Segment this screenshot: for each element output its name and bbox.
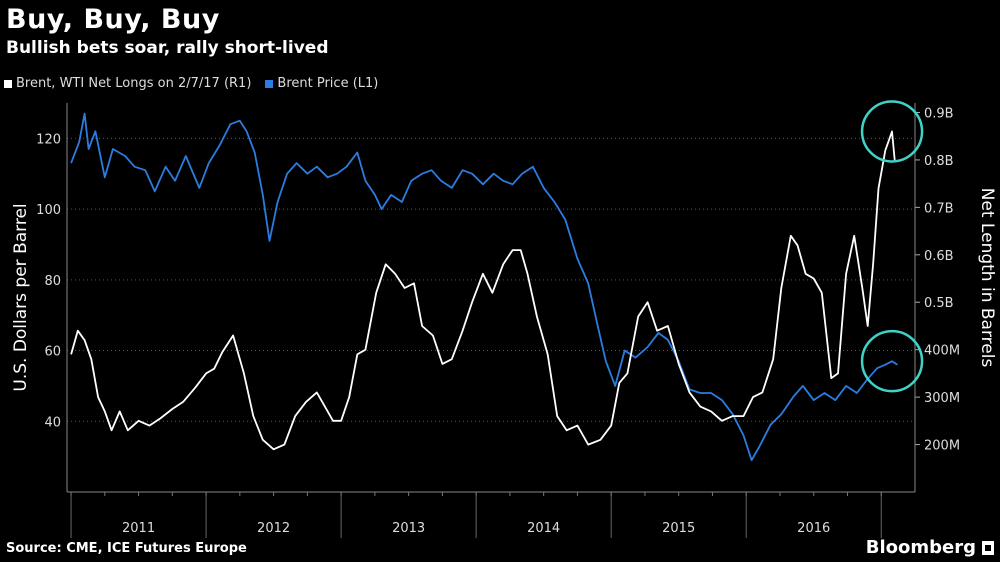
legend-item-brent: Brent Price (L1) <box>265 76 378 91</box>
right-tick-label: 400M <box>924 344 960 359</box>
legend-label-brent: Brent Price (L1) <box>277 76 379 91</box>
chart-subtitle: Bullish bets soar, rally short-lived <box>6 38 329 58</box>
left-tick-label: 120 <box>36 132 61 147</box>
left-tick-label: 40 <box>44 415 61 430</box>
legend: Brent, WTI Net Longs on 2/7/17 (R1) Bren… <box>4 76 378 91</box>
legend-label-net-longs: Brent, WTI Net Longs on 2/7/17 (R1) <box>16 76 252 91</box>
source-note: Source: CME, ICE Futures Europe <box>6 541 247 556</box>
x-tick-label: 2012 <box>257 521 290 536</box>
right-tick-label: 0.6B <box>924 249 954 264</box>
right-tick-label: 300M <box>924 391 960 406</box>
left-tick-label: 80 <box>44 274 61 289</box>
right-tick-label: 0.5B <box>924 296 954 311</box>
chart-title: Buy, Buy, Buy <box>6 4 220 35</box>
bloomberg-icon <box>982 541 994 555</box>
right-tick-label: 0.7B <box>924 201 954 216</box>
left-tick-label: 100 <box>36 203 61 218</box>
right-tick-label: 200M <box>924 439 960 454</box>
highlight-circle-brent <box>860 329 924 393</box>
highlight-circle-net-longs <box>860 100 924 163</box>
y-axis-left-label: U.S. Dollars per Barrel <box>11 203 31 391</box>
right-tick-label: 0.9B <box>924 106 954 121</box>
left-tick-label: 60 <box>44 345 61 360</box>
x-tick-label: 2011 <box>122 521 155 536</box>
legend-swatch-white <box>4 79 12 88</box>
brand-logo: Bloomberg <box>865 537 976 558</box>
x-tick-label: 2013 <box>392 521 425 536</box>
right-tick-label: 0.8B <box>924 154 954 169</box>
x-tick-label: 2016 <box>797 521 830 536</box>
x-tick-label: 2014 <box>527 521 560 536</box>
y-axis-right-label: Net Length in Barrels <box>977 188 997 368</box>
x-tick-label: 2015 <box>662 521 695 536</box>
legend-item-net-longs: Brent, WTI Net Longs on 2/7/17 (R1) <box>4 76 251 91</box>
legend-swatch-blue <box>265 79 274 88</box>
series-net-longs <box>70 130 896 451</box>
series-brent-price <box>70 112 898 462</box>
